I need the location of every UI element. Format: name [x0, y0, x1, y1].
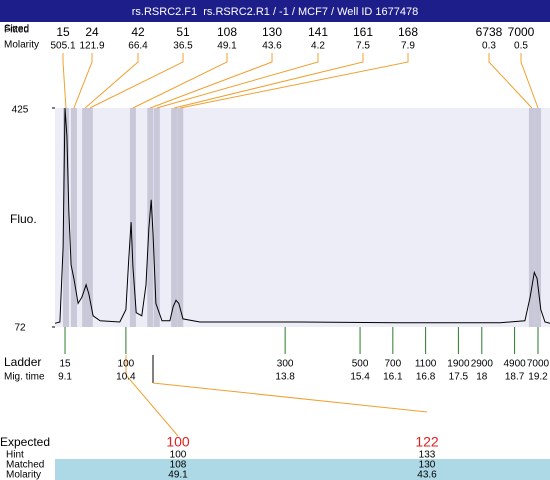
peak-connector [520, 53, 539, 109]
mig-time: 18.7 [505, 372, 525, 383]
ladder-size: 7000 [527, 359, 550, 370]
peak-window [86, 108, 93, 327]
peak-size: 161 [353, 25, 373, 39]
mig-time: 15.4 [350, 372, 370, 383]
molarity: 49.1 [168, 470, 188, 480]
matched: 108 [170, 460, 187, 471]
row-label: Sized [4, 24, 29, 35]
plot-area [55, 108, 550, 327]
mig-time: 9.1 [58, 372, 72, 383]
peak-window [82, 108, 89, 327]
ladder-size: 100 [118, 359, 135, 370]
peak-molarity: 505.1 [50, 41, 75, 52]
peak-connector [84, 53, 139, 109]
peak-size: 141 [308, 25, 328, 39]
expected: 100 [166, 434, 190, 450]
row-label: Fitted [4, 25, 29, 36]
peak-connector [156, 53, 319, 109]
peak-size: 130 [262, 25, 282, 39]
peak-connector [174, 53, 364, 109]
row-label: Hint [6, 450, 24, 461]
mig-time: 17.5 [449, 372, 469, 383]
peak-size: 6738 [476, 25, 503, 39]
peak-molarity: 7.5 [356, 41, 370, 52]
ladder-size: 4900 [503, 359, 526, 370]
matched-rows-bg [55, 459, 550, 480]
trace [54, 107, 550, 324]
molarity: 43.6 [417, 470, 437, 480]
peak-window [177, 108, 184, 327]
row-label: Molarity [6, 470, 41, 480]
ladder-size: 300 [277, 359, 294, 370]
peak-window [535, 108, 542, 327]
y-axis-label: Fluo. [10, 212, 37, 226]
peak-window [62, 108, 69, 327]
ladder-size: 500 [352, 359, 369, 370]
peak-molarity: 7.9 [401, 41, 415, 52]
ladder-size: 1900 [447, 359, 470, 370]
y-tick-label: 425 [12, 105, 29, 116]
peak-connector [89, 53, 184, 109]
peak-molarity: 0.3 [482, 41, 496, 52]
peak-molarity: 36.5 [173, 41, 193, 52]
matched: 130 [419, 460, 436, 471]
match-connector [125, 355, 179, 437]
row-label: Matched [6, 460, 44, 471]
peak-size: 168 [398, 25, 418, 39]
peak-molarity: 121.9 [79, 41, 104, 52]
hint: 133 [419, 450, 436, 461]
peak-window [70, 108, 77, 327]
y-tick-label: 72 [14, 323, 26, 334]
mig-time: 10.4 [116, 372, 136, 383]
row-label: Expected [0, 435, 50, 449]
peak-window [153, 108, 160, 327]
match-connector [152, 382, 428, 413]
mig-time: 19.2 [528, 372, 548, 383]
mig-time: 18 [476, 372, 488, 383]
peak-molarity: 0.5 [514, 41, 528, 52]
peak-connector [150, 53, 273, 109]
peak-size: 15 [56, 25, 70, 39]
peak-connector [73, 53, 93, 109]
peak-connector [488, 53, 533, 109]
peak-molarity: 43.6 [262, 41, 282, 52]
ladder-size: 1100 [415, 359, 437, 370]
expected: 122 [415, 434, 439, 450]
peak-window [528, 108, 535, 327]
peak-window [171, 108, 178, 327]
hint: 100 [170, 450, 187, 461]
title-bar [0, 0, 550, 22]
mig-time: 13.8 [275, 372, 295, 383]
peak-size: 108 [217, 25, 237, 39]
peak-window [129, 108, 136, 327]
peak-molarity: 49.1 [217, 41, 237, 52]
row-label: Mig. time [4, 372, 45, 383]
peak-size: 24 [85, 25, 99, 39]
mig-time: 16.1 [383, 372, 403, 383]
row-label: Ladder [4, 355, 41, 369]
peak-window [147, 108, 154, 327]
peak-size: 51 [176, 25, 190, 39]
ladder-size: 2900 [471, 359, 494, 370]
row-label: Molarity [4, 40, 39, 51]
peak-connector [62, 53, 67, 109]
peak-connector [180, 53, 409, 109]
peak-size: 42 [131, 25, 145, 39]
ladder-size: 700 [384, 359, 401, 370]
peak-connector [132, 53, 228, 109]
ladder-size: 15 [59, 359, 71, 370]
peak-size: 7000 [508, 25, 535, 39]
peak-molarity: 4.2 [311, 41, 325, 52]
title: rs.RSRC2.F1 rs.RSRC2.R1 / -1 / MCF7 / We… [132, 6, 419, 18]
peak-molarity: 66.4 [128, 41, 148, 52]
mig-time: 16.8 [416, 372, 436, 383]
